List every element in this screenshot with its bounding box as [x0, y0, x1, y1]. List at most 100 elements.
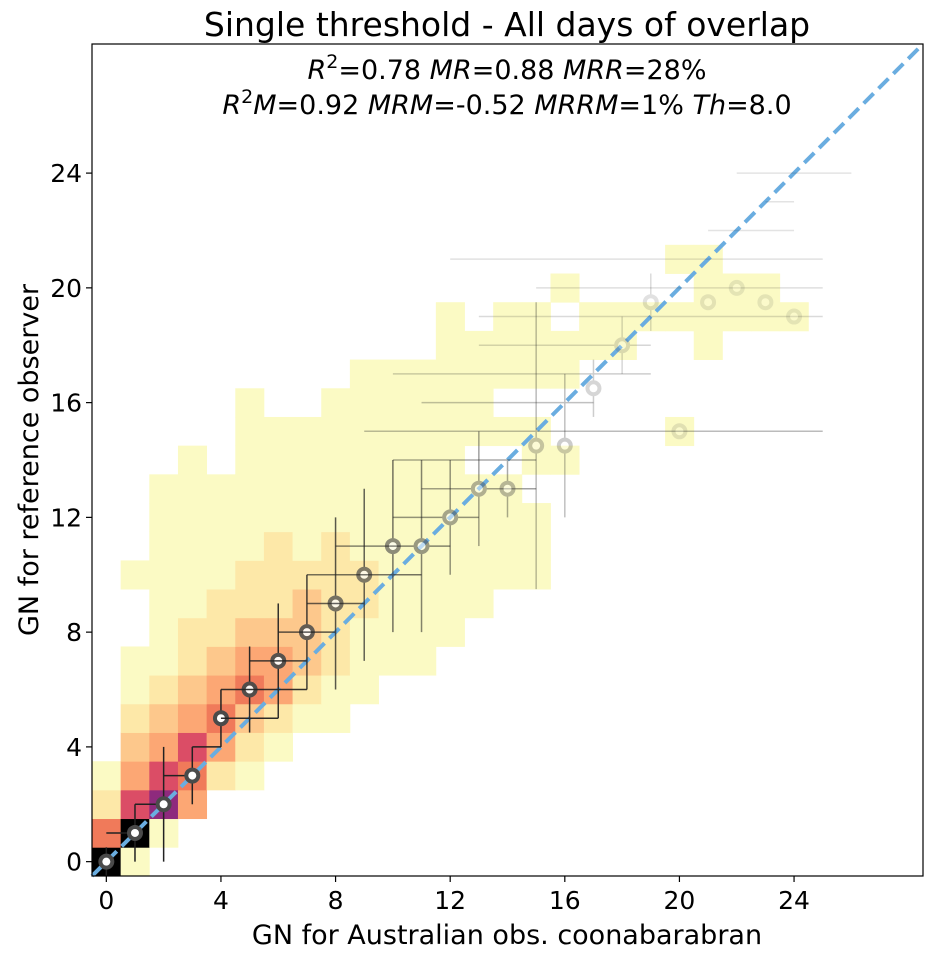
heatmap-cell [177, 474, 208, 504]
heatmap-cell [235, 617, 265, 647]
mean-point-group [134, 746, 172, 862]
heatmap-cell [149, 531, 179, 561]
heatmap-cell [407, 646, 437, 676]
heatmap-cell [435, 330, 465, 360]
heatmap-cell [149, 703, 179, 733]
heatmap-cell [493, 359, 523, 389]
heatmap-cell [493, 474, 523, 504]
heatmap-cell [349, 388, 379, 418]
y-axis-ticks: 0 4 8 12 16 20 24 [50, 159, 92, 877]
heatmap-cell [292, 445, 322, 475]
heatmap-cell [120, 646, 150, 676]
x-axis-label: GN for Australian obs. coonabarabran [252, 920, 762, 951]
mean-point-group [708, 229, 795, 296]
heatmap-cell [235, 445, 265, 475]
x-tick-label: 12 [434, 886, 466, 915]
heatmap-cell [521, 302, 551, 332]
y-tick-label: 0 [66, 848, 82, 877]
heatmap-cell [464, 388, 494, 418]
heatmap-cell [435, 560, 465, 590]
heatmap-cell [493, 560, 523, 590]
heatmap-cell [693, 273, 723, 303]
heatmap-cell [206, 589, 236, 619]
heatmap-cell [751, 273, 781, 303]
heatmap-cell [435, 445, 465, 475]
y-tick-label: 12 [50, 503, 82, 532]
heatmap-cell [493, 302, 523, 332]
heatmap-cell [521, 560, 551, 590]
heatmap-cell [321, 388, 351, 418]
mean-point [671, 423, 688, 440]
mean-point-group [450, 258, 823, 311]
heatmap-cell [263, 416, 293, 447]
mean-point [528, 437, 545, 454]
mean-point-group [364, 302, 823, 590]
mean-point-group [421, 373, 594, 518]
heatmap-cell [579, 302, 609, 332]
heatmap-cell [177, 503, 208, 533]
heatmap-cell [349, 416, 379, 447]
x-tick-label: 16 [549, 886, 581, 915]
heatmap-cell [206, 503, 236, 533]
heatmap-cell [693, 330, 723, 360]
heatmap-cell [235, 503, 265, 533]
heatmap-cell [292, 503, 322, 533]
heatmap-cell [550, 445, 580, 475]
mean-point-group [392, 359, 651, 417]
heatmap-cell [149, 474, 179, 504]
chart-title: Single threshold - All days of overlap [204, 5, 810, 44]
heatmap-cell [779, 302, 809, 332]
heatmap-cell [292, 703, 322, 733]
heatmap-cell [149, 675, 179, 705]
heatmap-cell [407, 416, 437, 447]
heatmap-cell [206, 531, 236, 561]
heatmap-cell [92, 761, 122, 791]
heatmap-cell [407, 359, 437, 389]
heatmap-cell [464, 503, 494, 533]
heatmap-cell [435, 474, 465, 504]
mean-point [614, 337, 631, 354]
heatmap-cell [349, 445, 379, 475]
y-tick-label: 8 [66, 618, 82, 647]
mean-point-group [421, 431, 537, 547]
heatmap-cell [493, 330, 523, 360]
heatmap-cell [206, 617, 236, 647]
heatmap-cell [464, 330, 494, 360]
heatmap-cell [435, 416, 465, 447]
plot-frame [91, 43, 924, 877]
heatmap-cell [149, 589, 179, 619]
mean-point-group [536, 287, 823, 440]
heatmap-cell [550, 330, 580, 360]
heatmap-cell [177, 675, 208, 705]
heatmap-cell [550, 359, 580, 389]
mean-point-group [478, 273, 823, 331]
mean-point [126, 824, 143, 841]
mean-point [442, 509, 459, 526]
mean-point [98, 853, 115, 870]
heatmap-cell [665, 416, 695, 447]
heatmap-cell [149, 646, 179, 676]
heatmap-cell [435, 589, 465, 619]
heatmap-cell [177, 617, 208, 647]
heatmap-cell [435, 617, 465, 647]
heatmap-cell [263, 531, 293, 561]
mean-point [700, 294, 717, 311]
heatmap-cell [607, 302, 637, 332]
mean-point [470, 480, 487, 497]
heatmap-cell [177, 703, 208, 733]
heatmap-cell [435, 302, 465, 332]
heatmap-cell [92, 789, 122, 820]
heatmap-cell [579, 330, 609, 360]
mean-point [184, 767, 201, 784]
x-tick-label: 4 [213, 886, 229, 915]
y-tick-label: 24 [50, 159, 82, 188]
heatmap-cell [493, 531, 523, 561]
heatmap-cell [235, 560, 265, 590]
heatmap-cell [206, 646, 236, 676]
heatmap-cell [493, 503, 523, 533]
mean-point [556, 437, 573, 454]
mean-point-group [163, 746, 201, 805]
heatmap-cell [722, 273, 752, 303]
heatmap-cell [206, 761, 236, 791]
